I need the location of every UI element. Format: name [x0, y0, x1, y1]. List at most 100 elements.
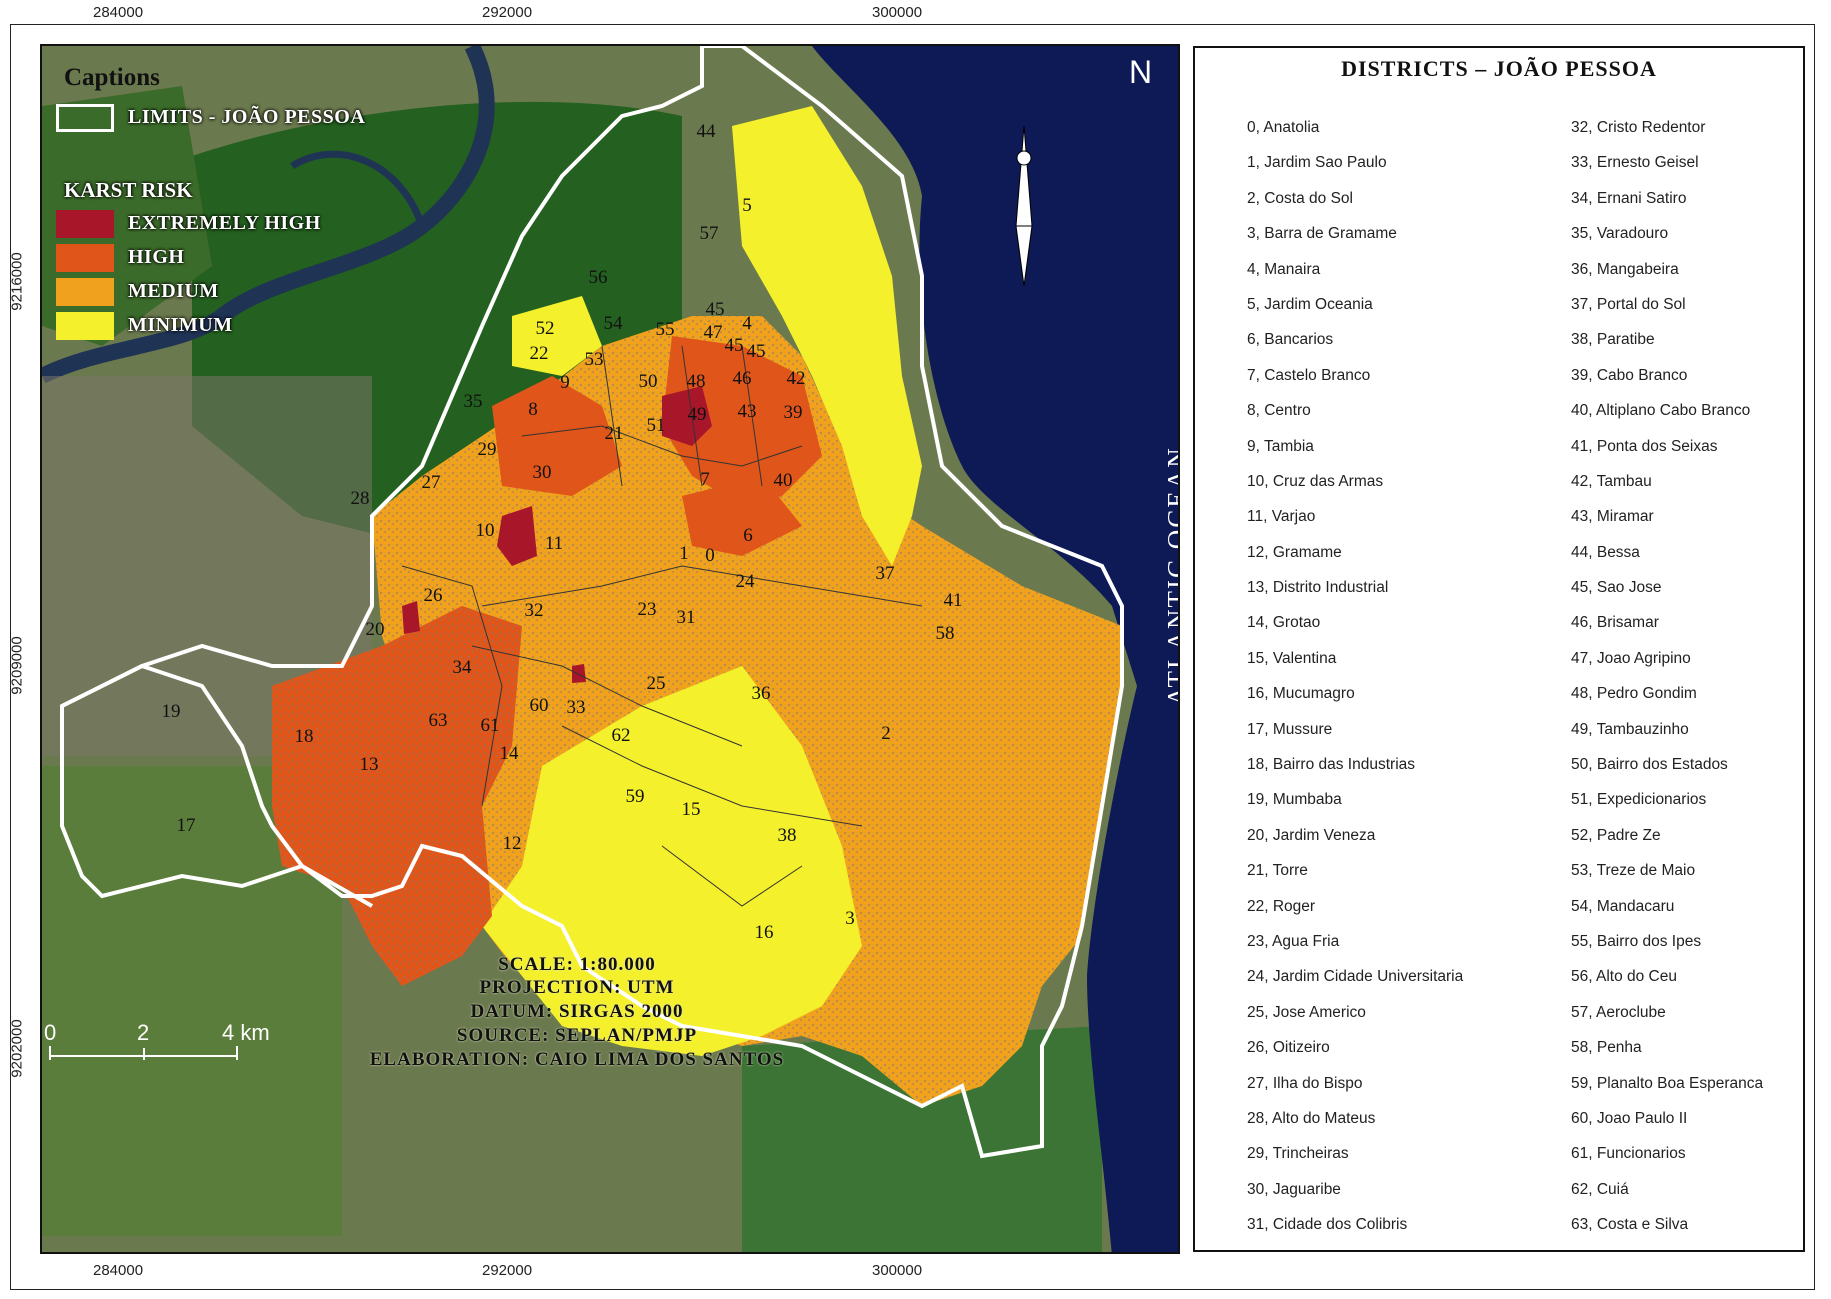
datum-text: DATUM: SIRGAS 2000 [470, 1001, 684, 1022]
district-label: 50 [638, 371, 658, 392]
x-tick-bottom-292000: 292000 [482, 1262, 533, 1279]
district-label: 28 [350, 488, 370, 509]
district-label: 18 [294, 726, 314, 747]
district-list-item: 56, Alto do Ceu [1571, 968, 1677, 986]
district-list-item: 63, Costa e Silva [1571, 1216, 1689, 1234]
district-list-item: 8, Centro [1247, 402, 1311, 420]
panel-title: DISTRICTS – JOÃO PESSOA [1341, 56, 1657, 81]
district-list-item: 52, Padre Ze [1571, 826, 1661, 844]
projection-text: PROJECTION: UTM [479, 977, 675, 998]
legend-title: Captions [64, 64, 160, 91]
district-list-item: 62, Cuiá [1571, 1180, 1629, 1198]
district-label: 38 [777, 825, 797, 846]
district-list-item: 3, Barra de Gramame [1247, 225, 1397, 243]
district-list-item: 31, Cidade dos Colibris [1247, 1216, 1408, 1234]
x-tick-top-284000: 284000 [93, 4, 144, 21]
district-list-item: 45, Sao Jose [1571, 579, 1662, 597]
district-list-item: 21, Torre [1247, 862, 1308, 880]
district-label: 6 [743, 525, 753, 546]
district-list-item: 37, Portal do Sol [1571, 295, 1686, 313]
district-label: 9 [560, 372, 570, 393]
district-list-item: 34, Ernani Satiro [1571, 189, 1687, 207]
district-label: 52 [535, 318, 555, 339]
district-label: 45 [746, 341, 766, 362]
map-panel[interactable]: Captions LIMITS - JOÃO PESSOA KARST RISK… [40, 44, 1180, 1254]
district-label: 46 [732, 368, 752, 389]
districts-panel: DISTRICTS – JOÃO PESSOA 0, Anatolia 1, J… [1193, 46, 1805, 1252]
district-label: 1 [679, 543, 689, 564]
legend-swatch-medium [56, 278, 114, 306]
district-label: 51 [646, 415, 666, 436]
district-list-item: 18, Bairro das Industrias [1247, 756, 1416, 774]
district-list-right: 32, Cristo Redentor 33, Ernesto Geisel 3… [1571, 110, 1831, 1243]
legend-swatch-extremely-high [56, 210, 114, 238]
district-label: 31 [676, 607, 696, 628]
district-list-item: 27, Ilha do Bispo [1247, 1074, 1363, 1092]
legend-label-high: HIGH [128, 246, 185, 268]
district-list-item: 23, Agua Fria [1247, 932, 1340, 950]
district-list-item: 5, Jardim Oceania [1247, 295, 1373, 313]
district-list-item: 14, Grotao [1247, 614, 1321, 632]
district-label: 45 [724, 335, 744, 356]
district-list-item: 19, Mumbaba [1247, 791, 1342, 809]
x-tick-top-292000: 292000 [482, 4, 533, 21]
district-label: 42 [786, 368, 806, 389]
district-label: 53 [584, 349, 604, 370]
district-label: 58 [935, 623, 955, 644]
district-list-item: 48, Pedro Gondim [1571, 685, 1697, 703]
district-label: 26 [423, 585, 443, 606]
district-list-item: 57, Aeroclube [1571, 1003, 1666, 1021]
district-label: 36 [751, 683, 771, 704]
legend-limits-swatch [56, 104, 114, 132]
district-list-item: 30, Jaguaribe [1247, 1180, 1341, 1198]
legend-limits-label: LIMITS - JOÃO PESSOA [128, 106, 366, 128]
minimum-zone-coast [732, 106, 922, 566]
district-list-item: 10, Cruz das Armas [1247, 472, 1384, 490]
district-list-item: 54, Mandacaru [1571, 897, 1675, 915]
district-list-item: 60, Joao Paulo II [1571, 1109, 1688, 1127]
district-label: 40 [773, 470, 793, 491]
district-list-left: 0, Anatolia 1, Jardim Sao Paulo 2, Costa… [1247, 110, 1527, 1243]
district-label: 30 [532, 462, 552, 483]
district-list-item: 55, Bairro dos Ipes [1571, 932, 1702, 950]
district-list-item: 12, Gramame [1247, 543, 1342, 561]
district-label: 60 [529, 695, 549, 716]
district-label: 54 [603, 313, 623, 334]
district-label: 43 [737, 401, 757, 422]
district-list-item: 46, Brisamar [1571, 614, 1659, 632]
district-list-item: 59, Planalto Boa Esperanca [1571, 1074, 1764, 1092]
scale-bar-label-0: 0 [44, 1020, 57, 1045]
river [42, 46, 495, 384]
district-label: 55 [655, 319, 675, 340]
district-list-item: 40, Altiplano Cabo Branco [1571, 402, 1751, 420]
district-list-item: 1, Jardim Sao Paulo [1247, 154, 1387, 172]
north-arrow [1015, 125, 1033, 287]
district-list-item: 20, Jardim Veneza [1247, 826, 1376, 844]
river-branch [290, 150, 426, 228]
district-label: 15 [681, 799, 701, 820]
district-list-item: 6, Bancarios [1247, 331, 1334, 349]
district-label: 44 [696, 121, 716, 142]
district-label: 20 [365, 619, 385, 640]
district-boundaries [401, 345, 923, 907]
district-label: 39 [783, 402, 803, 423]
figure-frame [10, 24, 1815, 1290]
district-list-item: 11, Varjao [1247, 508, 1316, 526]
extremely-high-zone-50 [662, 386, 712, 446]
district-list-item: 50, Bairro dos Estados [1571, 756, 1728, 774]
city-limits-west [61, 325, 484, 708]
extremely-high-zone-10 [497, 506, 537, 566]
district-label: 47 [703, 322, 723, 343]
legend-label-extremely-high: EXTREMELY HIGH [128, 212, 321, 234]
district-label: 21 [604, 423, 624, 444]
minimum-zone-north [512, 296, 602, 376]
ocean [812, 46, 1178, 1252]
district-label: 4 [742, 313, 752, 334]
district-label: 2 [881, 723, 891, 744]
district-label: 10 [475, 520, 495, 541]
district-label: 48 [686, 371, 706, 392]
district-list-item: 53, Treze de Maio [1571, 862, 1696, 880]
district-label: 22 [529, 343, 549, 364]
district-label: 24 [735, 571, 755, 592]
map-canvas[interactable] [42, 46, 1180, 1254]
